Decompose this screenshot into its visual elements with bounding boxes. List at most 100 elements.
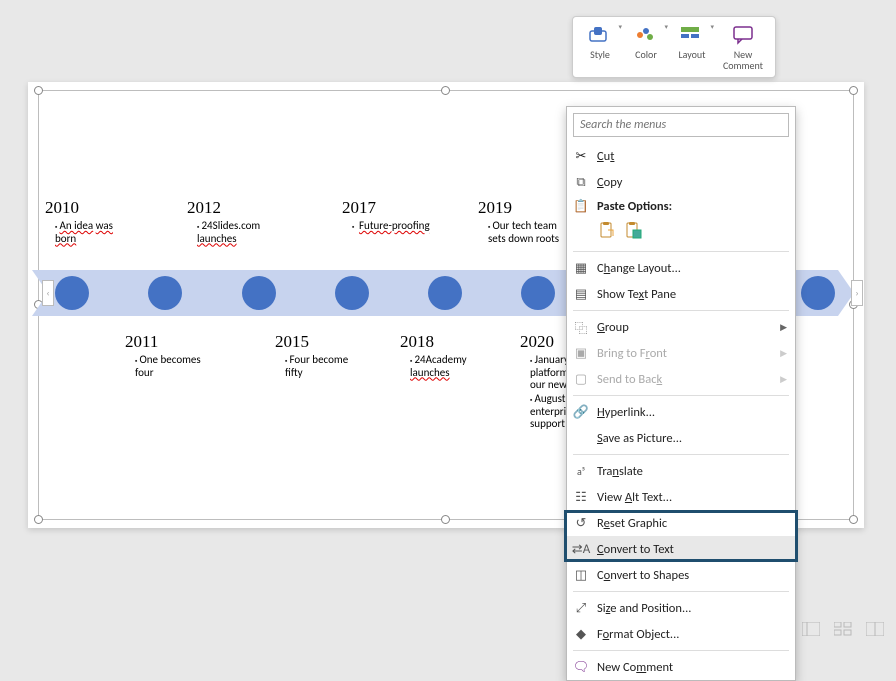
style-label: Style xyxy=(590,49,610,60)
timeline-entry[interactable]: 201224Slides.com launches xyxy=(187,198,275,246)
entry-bullet: One becomes four xyxy=(135,354,213,379)
menu-format-object[interactable]: ◆ Format Object... xyxy=(567,621,795,647)
menu-change-layout[interactable]: ▦ Change Layout... xyxy=(567,255,795,281)
send-back-label: Send to Back xyxy=(597,372,662,387)
timeline-entry[interactable]: 2019Our tech team sets down roots xyxy=(478,198,566,246)
reading-view-icon[interactable] xyxy=(866,622,884,636)
comment-icon xyxy=(731,23,755,47)
menu-bring-to-front: ▣ Bring to Front ▶ xyxy=(567,340,795,366)
entry-year: 2017 xyxy=(342,198,430,218)
text-pane-icon: ▤ xyxy=(573,286,589,302)
hyperlink-label: Hyperlink... xyxy=(597,405,655,420)
timeline-entry[interactable]: 2017 Future-proofing xyxy=(342,198,430,234)
timeline-entry[interactable]: 2010An idea was born xyxy=(45,198,133,246)
timeline-entry[interactable]: 201824Academy launches xyxy=(400,332,488,380)
menu-show-text-pane[interactable]: ▤ Show Text Pane xyxy=(567,281,795,307)
convert-shapes-label: Convert to Shapes xyxy=(597,568,689,583)
entry-bullets: One becomes four xyxy=(125,354,213,379)
smartart-prev-button[interactable]: ‹ xyxy=(42,280,54,306)
menu-hyperlink[interactable]: 🔗 Hyperlink... xyxy=(567,399,795,425)
paste-picture[interactable] xyxy=(623,220,645,242)
menu-translate[interactable]: a⁵ Translate xyxy=(567,458,795,484)
menu-save-as-picture[interactable]: Save as Picture... xyxy=(567,425,795,451)
color-button[interactable]: Color xyxy=(623,21,669,73)
layout-label: Layout xyxy=(678,49,705,60)
mini-toolbar: Style Color Layout New Comment xyxy=(572,16,776,78)
alt-text-label: View Alt Text... xyxy=(597,490,672,505)
change-layout-label: Change Layout... xyxy=(597,261,681,276)
submenu-arrow-icon: ▶ xyxy=(780,348,787,359)
new-comment-button[interactable]: New Comment xyxy=(715,21,771,73)
sorter-view-icon[interactable] xyxy=(834,622,852,636)
menu-size-and-position[interactable]: ⤢ Size and Position... xyxy=(567,595,795,621)
menu-convert-to-text[interactable]: ⇄A Convert to Text xyxy=(567,536,795,562)
color-icon xyxy=(634,23,658,47)
timeline-dot[interactable] xyxy=(428,276,462,310)
smartart-next-button[interactable]: › xyxy=(851,280,863,306)
paste-options-row xyxy=(567,218,795,248)
alt-text-icon: ☷ xyxy=(573,489,589,505)
entry-year: 2019 xyxy=(478,198,566,218)
menu-separator xyxy=(573,310,789,311)
timeline-dot[interactable] xyxy=(335,276,369,310)
timeline-dot[interactable] xyxy=(801,276,835,310)
view-mode-buttons xyxy=(802,622,884,636)
entry-year: 2010 xyxy=(45,198,133,218)
entry-bullet: Future-proofing xyxy=(352,220,430,233)
menu-group[interactable]: ⿻ Group ▶ xyxy=(567,314,795,340)
menu-separator xyxy=(573,251,789,252)
timeline-dot[interactable] xyxy=(521,276,555,310)
timeline-entry[interactable]: 2011One becomes four xyxy=(125,332,213,380)
link-icon: 🔗 xyxy=(573,404,589,420)
menu-search-input[interactable] xyxy=(573,113,789,137)
convert-text-icon: ⇄A xyxy=(573,541,589,557)
menu-copy[interactable]: ⧉ Copy xyxy=(567,169,795,195)
paste-header-label: Paste Options: xyxy=(597,199,672,214)
menu-paste-options-header: 📋 Paste Options: xyxy=(567,195,795,218)
menu-reset-graphic[interactable]: ↺ Reset Graphic xyxy=(567,510,795,536)
paste-keep-formatting[interactable] xyxy=(597,220,619,242)
menu-separator xyxy=(573,650,789,651)
blank-icon xyxy=(573,430,589,446)
style-icon xyxy=(588,23,612,47)
layout-icon xyxy=(680,23,704,47)
menu-convert-to-shapes[interactable]: ◫ Convert to Shapes xyxy=(567,562,795,588)
menu-cut[interactable]: ✂ Cut xyxy=(567,143,795,169)
entry-bullets: 24Slides.com launches xyxy=(187,220,275,245)
copy-label: Copy xyxy=(597,175,622,190)
normal-view-icon[interactable] xyxy=(802,622,820,636)
layout-icon: ▦ xyxy=(573,260,589,276)
convert-shapes-icon: ◫ xyxy=(573,567,589,583)
menu-new-comment[interactable]: 🗨 New Comment xyxy=(567,654,795,680)
entry-bullet: 24Academy launches xyxy=(410,354,488,379)
copy-icon: ⧉ xyxy=(573,174,589,190)
reset-label: Reset Graphic xyxy=(597,516,667,531)
context-menu: ✂ Cut ⧉ Copy 📋 Paste Options: ▦ Change L… xyxy=(566,106,796,681)
timeline-dot[interactable] xyxy=(242,276,276,310)
size-pos-label: Size and Position... xyxy=(597,601,691,616)
color-label: Color xyxy=(635,49,657,60)
style-button[interactable]: Style xyxy=(577,21,623,73)
timeline-dot[interactable] xyxy=(55,276,89,310)
group-icon: ⿻ xyxy=(573,319,589,335)
bring-front-icon: ▣ xyxy=(573,345,589,361)
timeline-entry[interactable]: 2015Four become fifty xyxy=(275,332,363,380)
new-comment-label: New Comment xyxy=(597,660,673,675)
layout-button[interactable]: Layout xyxy=(669,21,715,73)
entry-bullet: An idea was born xyxy=(55,220,133,245)
menu-view-alt-text[interactable]: ☷ View Alt Text... xyxy=(567,484,795,510)
cut-label: Cut xyxy=(597,149,614,164)
entry-bullets: 24Academy launches xyxy=(400,354,488,379)
translate-label: Translate xyxy=(597,464,643,479)
menu-separator xyxy=(573,591,789,592)
timeline-dot[interactable] xyxy=(148,276,182,310)
format-icon: ◆ xyxy=(573,626,589,642)
comment-icon: 🗨 xyxy=(573,659,589,675)
paste-icon: 📋 xyxy=(573,199,589,214)
entry-bullets: Four become fifty xyxy=(275,354,363,379)
menu-separator xyxy=(573,454,789,455)
entry-year: 2011 xyxy=(125,332,213,352)
translate-icon: a⁵ xyxy=(573,463,589,479)
entry-bullet: Four become fifty xyxy=(285,354,363,379)
entry-bullet: 24Slides.com launches xyxy=(197,220,275,245)
